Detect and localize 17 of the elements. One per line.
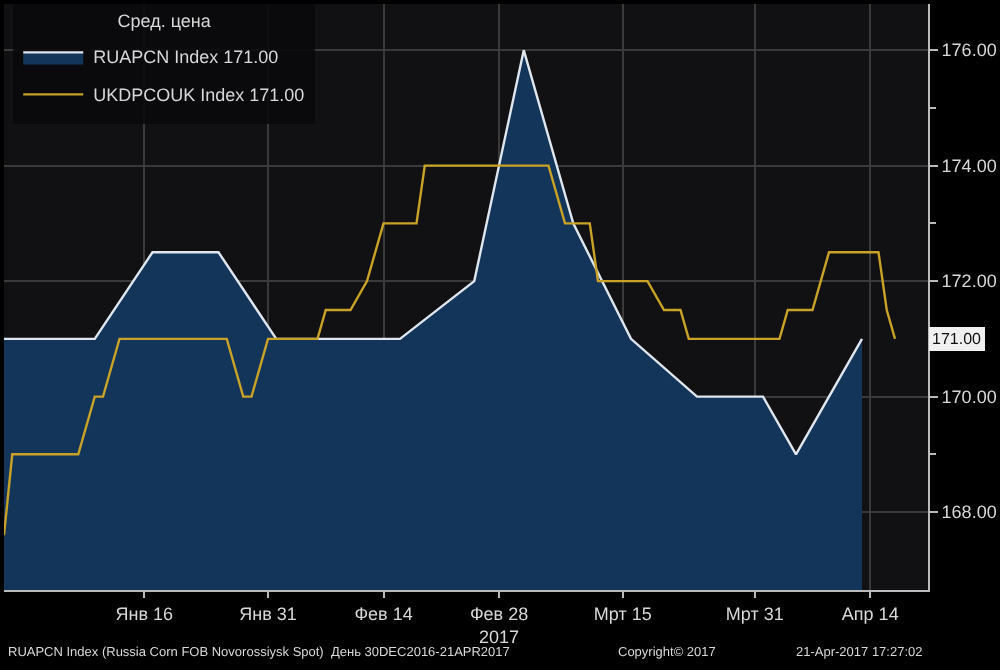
y-tick-label: 176.00 — [941, 40, 997, 61]
x-tick-label: Мрт 15 — [593, 603, 652, 624]
x-tick-label: Фев 28 2017 — [469, 603, 529, 647]
line-series — [4, 164, 897, 537]
y-tick-label: 174.00 — [941, 155, 997, 176]
legend-label: UKDPCOUK Index 171.00 — [93, 85, 305, 106]
x-tick-label: Апр 14 — [841, 603, 899, 624]
x-tick-label: Янв 31 — [239, 603, 297, 624]
x-tick-label: Фев 14 — [354, 603, 413, 624]
y-tick-label: 168.00 — [941, 502, 997, 523]
y-tick-label: 172.00 — [941, 271, 997, 292]
text: 171.00 — [932, 330, 983, 348]
x-tick-label: Мрт 31 — [725, 603, 784, 624]
legend-label: RUAPCN Index 171.00 — [93, 47, 279, 68]
x-tick-label: Янв 16 — [115, 603, 174, 624]
legend-title: Сред. цена — [117, 11, 211, 32]
y-tick-label: 170.00 — [941, 386, 997, 407]
